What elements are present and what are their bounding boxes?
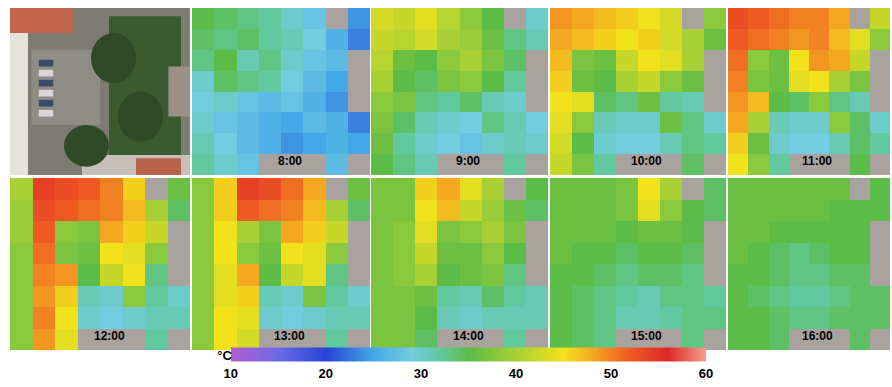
svg-text:40: 40 xyxy=(509,366,523,381)
svg-text:30: 30 xyxy=(414,366,428,381)
svg-text:13:00: 13:00 xyxy=(274,329,305,343)
svg-text:°C: °C xyxy=(217,348,232,363)
svg-text:12:00: 12:00 xyxy=(94,329,125,343)
svg-text:50: 50 xyxy=(604,366,618,381)
svg-text:15:00: 15:00 xyxy=(631,329,662,343)
svg-text:60: 60 xyxy=(699,366,713,381)
svg-text:9:00: 9:00 xyxy=(456,154,480,168)
svg-text:16:00: 16:00 xyxy=(802,329,833,343)
svg-text:20: 20 xyxy=(319,366,333,381)
svg-text:10:00: 10:00 xyxy=(631,154,662,168)
svg-text:8:00: 8:00 xyxy=(278,154,302,168)
svg-text:14:00: 14:00 xyxy=(453,329,484,343)
svg-text:11:00: 11:00 xyxy=(802,154,832,168)
svg-text:10: 10 xyxy=(224,366,238,381)
